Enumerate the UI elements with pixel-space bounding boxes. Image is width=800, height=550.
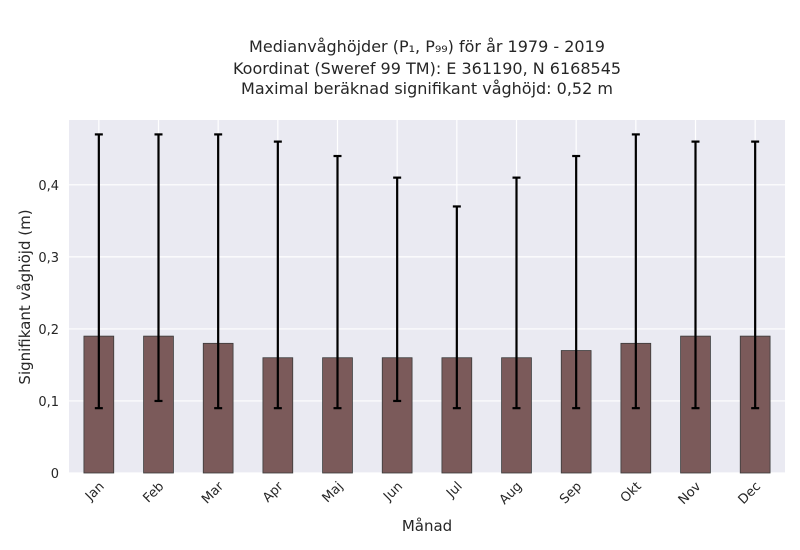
x-axis-label: Månad <box>402 517 452 535</box>
error-bar-sep <box>572 154 581 410</box>
x-tick-label: Feb <box>140 479 167 506</box>
error-bar-jul <box>452 205 461 410</box>
title-line-1: Medianvåghöjder (P₁, P₉₉) för år 1979 - … <box>249 37 605 56</box>
error-bars <box>94 133 760 410</box>
y-axis-label: Signifikant våghöjd (m) <box>16 209 34 384</box>
error-bar-maj <box>333 154 342 410</box>
x-tick-label: Maj <box>320 479 347 506</box>
x-tick-label: Sep <box>557 479 585 507</box>
x-tick-label: Jan <box>82 479 107 504</box>
error-bar-jan <box>94 133 103 410</box>
y-tick-label: 0,1 <box>38 395 59 410</box>
error-bar-feb <box>154 133 163 403</box>
x-tick-label: Okt <box>618 479 645 506</box>
chart-title: Medianvåghöjder (P₁, P₉₉) för år 1979 - … <box>233 37 621 98</box>
x-tick-label: Dec <box>736 479 764 507</box>
x-tick-label: Jun <box>380 479 406 505</box>
plot-area <box>69 120 785 473</box>
error-bar-nov <box>691 140 700 410</box>
y-tick-label: 0,3 <box>38 251 59 266</box>
bars <box>83 335 771 474</box>
x-tick-label: Jul <box>443 479 465 501</box>
x-tick-label: Nov <box>676 479 705 508</box>
y-tick-label: 0,2 <box>38 323 59 338</box>
error-bar-aug <box>512 176 521 410</box>
x-tick-label: Apr <box>260 479 287 506</box>
error-bar-okt <box>631 133 640 410</box>
error-bar-apr <box>273 140 282 410</box>
title-line-3: Maximal beräknad signifikant våghöjd: 0,… <box>241 79 613 98</box>
error-bar-jun <box>393 176 402 403</box>
x-tick-label: Mar <box>199 479 227 507</box>
y-tick-labels: 0 0,1 0,2 0,3 0,4 <box>38 179 59 482</box>
y-tick-label: 0 <box>51 467 59 482</box>
x-tick-label: Aug <box>497 479 526 508</box>
error-bar-mar <box>214 133 223 410</box>
x-tick-labels: Jan Feb Mar Apr Maj Jun Jul Aug Sep Okt Nov Dec <box>82 479 764 508</box>
title-line-2: Koordinat (Sweref 99 TM): E 361190, N 61… <box>233 59 621 78</box>
error-bar-dec <box>751 140 760 410</box>
y-tick-label: 0,4 <box>38 179 59 194</box>
